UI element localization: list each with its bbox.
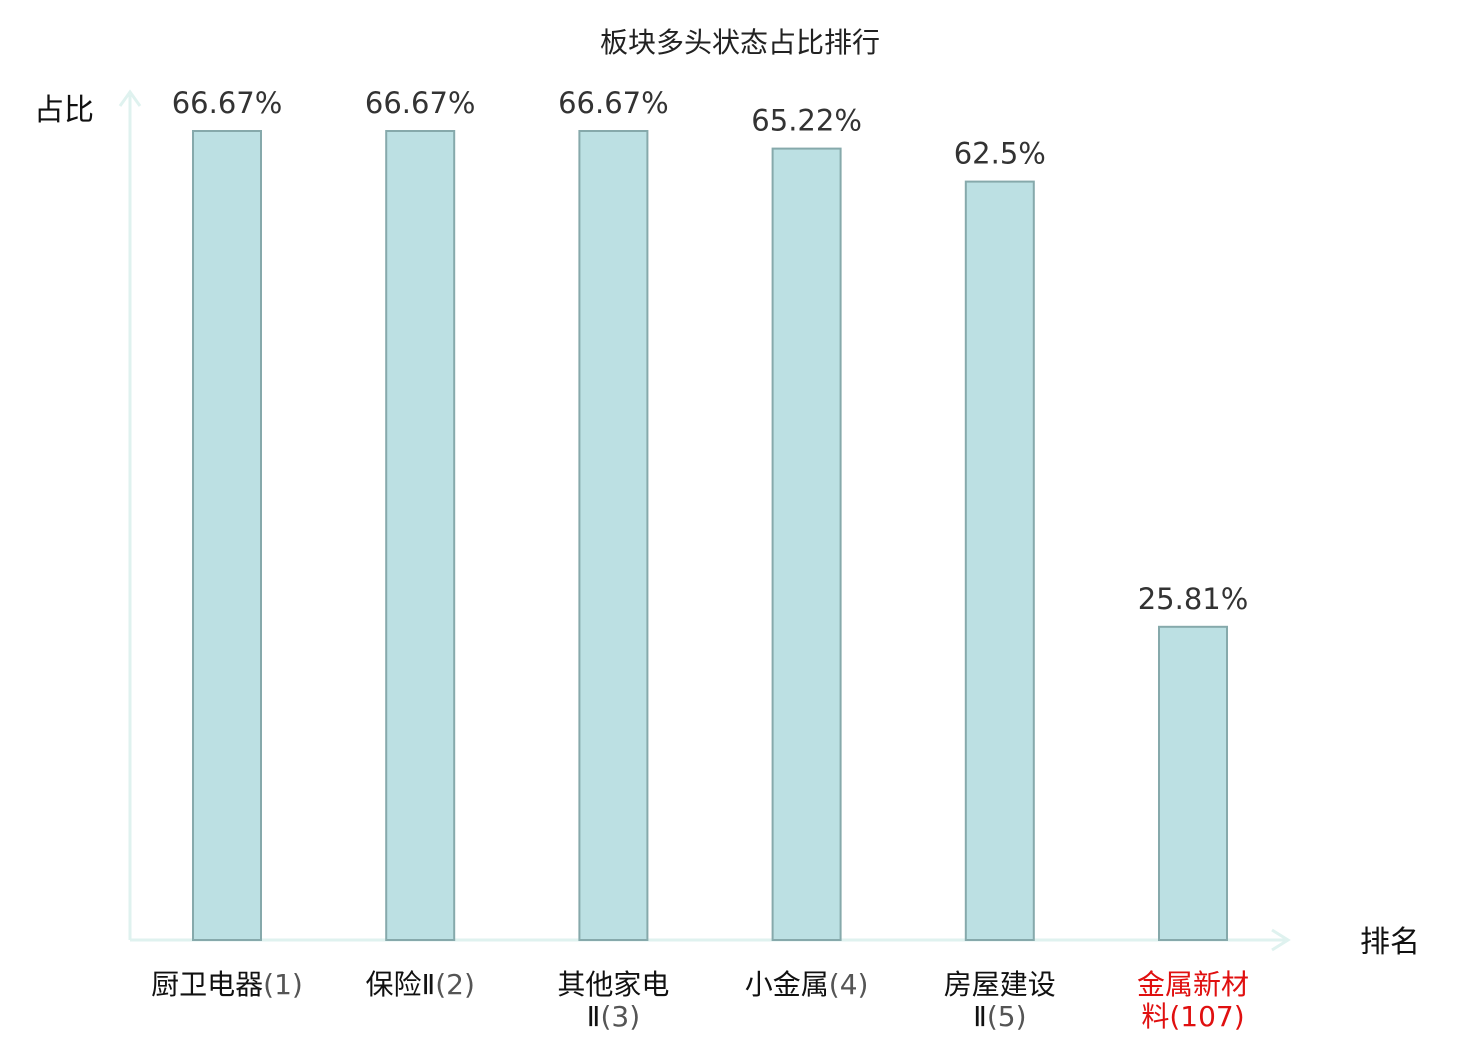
x-tick-label: 其他家电 xyxy=(557,968,669,1001)
x-tick-label-rank: (3) xyxy=(600,1000,640,1033)
x-tick-label-name: 厨卫电器 xyxy=(151,968,263,1001)
value-labels-group: 66.67% 66.67% 66.67% 65.22% 62.5% 25.81% xyxy=(172,86,1249,616)
bar xyxy=(578,130,649,941)
x-tick-label-rank: (1) xyxy=(263,968,303,1001)
bar xyxy=(192,130,262,941)
bar-value-label: 25.81% xyxy=(1138,582,1249,616)
bar-value-label: 66.67% xyxy=(172,86,283,120)
x-tick-label-name: 料 xyxy=(1141,1000,1169,1033)
bar xyxy=(1158,625,1228,941)
x-axis-arrow xyxy=(1271,928,1291,952)
bar-value-label: 62.5% xyxy=(954,137,1046,171)
bar xyxy=(964,180,1035,942)
x-tick-label: 厨卫电器(1) xyxy=(151,968,303,1001)
x-tick-label-name: Ⅱ xyxy=(973,1000,987,1033)
x-tick-label: 金属新材 xyxy=(1137,968,1249,1001)
bar xyxy=(771,147,842,942)
x-tick-label-rank: (5) xyxy=(987,1000,1027,1033)
bars-group xyxy=(192,130,1228,942)
x-tick-label-rank: (2) xyxy=(435,968,475,1001)
y-axis-arrow xyxy=(118,89,142,107)
x-tick-label: 小金属(4) xyxy=(745,968,869,1001)
x-tick-label-name: 房屋建设 xyxy=(944,968,1056,1001)
x-tick-label-name: 保险Ⅱ xyxy=(365,968,435,1001)
bar xyxy=(385,130,456,941)
x-axis-label: 排名 xyxy=(1360,925,1420,960)
chart-title: 板块多头状态占比排行 xyxy=(600,26,880,59)
x-tick-label: 料(107) xyxy=(1141,1000,1244,1033)
x-tick-label-name: Ⅱ xyxy=(587,1000,601,1033)
x-tick-label-rank: (107) xyxy=(1169,1000,1244,1033)
axes xyxy=(118,89,1291,952)
y-axis-label: 占比 xyxy=(34,93,94,128)
bar-value-label: 66.67% xyxy=(558,86,669,120)
x-tick-label-name: 其他家电 xyxy=(557,968,669,1001)
bar-value-label: 65.22% xyxy=(751,104,862,138)
x-tick-label: 保险Ⅱ(2) xyxy=(365,968,474,1001)
bar-value-label: 66.67% xyxy=(365,86,476,120)
x-tick-label-rank: (4) xyxy=(829,968,869,1001)
x-tick-label: Ⅱ(3) xyxy=(587,1000,640,1033)
x-tick-label-name: 小金属 xyxy=(745,968,829,1001)
x-tick-label: 房屋建设 xyxy=(944,968,1056,1001)
x-tick-label-name: 金属新材 xyxy=(1137,968,1249,1001)
x-tick-label: Ⅱ(5) xyxy=(973,1000,1026,1033)
